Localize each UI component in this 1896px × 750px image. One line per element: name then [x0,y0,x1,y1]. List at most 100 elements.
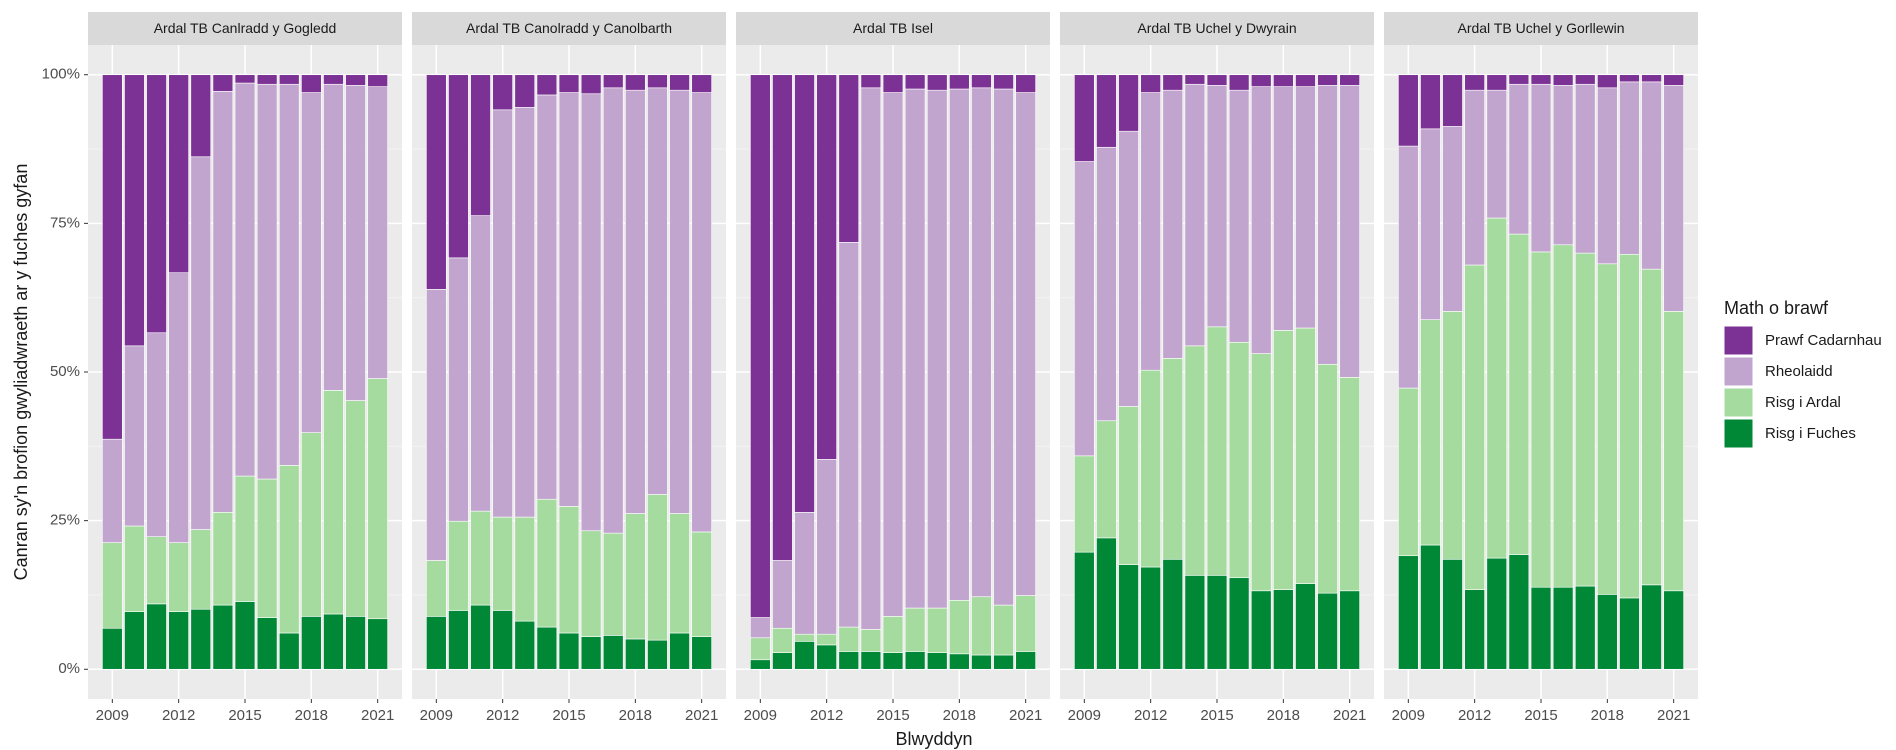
bar-segment [1398,145,1419,389]
bar-segment [1162,358,1184,560]
bar-segment [1162,558,1184,670]
bar-segment [1552,85,1574,246]
bar-segment [146,536,167,605]
bar-segment [971,87,992,598]
legend-label: Rheolaidd [1765,363,1833,380]
bar-segment [1663,311,1684,592]
panel-title: Ardal TB Uchel y Dwyrain [1137,20,1296,36]
bar-segment [750,617,771,639]
bar-segment [1641,584,1662,670]
bar-segment [750,74,771,618]
bar-segment [949,88,970,601]
bar-segment [256,478,278,618]
bar-segment [1317,592,1338,670]
bar-segment [190,156,212,530]
bar-segment [1074,455,1095,553]
bar-segment [234,74,256,84]
x-tick-label: 2021 [1333,707,1366,724]
bar-segment [514,74,536,108]
bar-segment [102,438,123,543]
bar-segment [1295,86,1316,329]
bar-segment [1015,74,1036,93]
bar-segment [1663,74,1684,86]
x-tick-label: 2018 [1267,707,1300,724]
bar-segment [580,530,602,637]
bar-segment [750,659,771,670]
bar-segment [1619,597,1640,670]
bar-segment [1273,589,1294,670]
x-tick-label: 2018 [943,707,976,724]
bar-segment [838,74,860,243]
bar-segment [625,638,646,670]
bar-segment [1295,74,1316,87]
bar-segment [1140,566,1161,670]
bar-segment [492,516,513,611]
bar-segment [367,86,388,379]
bar-segment [816,633,837,646]
bar-segment [816,644,837,670]
bar-segment [1250,74,1272,87]
bar-segment [1552,244,1574,588]
bar-segment [1339,85,1360,378]
bar-segment [426,74,447,290]
bar-segment [794,641,815,670]
bar-segment [470,604,491,670]
bar-segment [580,636,602,670]
bar-segment [536,626,558,670]
bar-segment [1184,74,1206,85]
bar-segment [860,87,882,630]
x-tick-label: 2021 [685,707,718,724]
bar-segment [1530,251,1552,588]
bar-segment [190,74,212,158]
bar-segment [1420,544,1441,670]
bar-segment [949,74,970,90]
x-tick-label: 2009 [420,707,453,724]
bar-segment [323,390,344,615]
bar-segment [860,74,882,89]
bar-segment [625,74,646,91]
bar-segment [1206,326,1228,576]
bar-segment [772,627,793,653]
bar-segment [536,94,558,500]
bar-segment [625,513,646,640]
bar-segment [1486,217,1508,559]
legend-swatch [1723,387,1754,418]
bar-segment [470,215,491,512]
bar-segment [1663,590,1684,670]
bar-segment [1552,586,1574,670]
bar-segment [1118,130,1139,407]
bar-segment [146,332,167,537]
bar-segment [345,616,366,670]
bar-segment [1619,253,1640,599]
bar-segment [558,92,580,507]
bar-segment [1442,74,1463,127]
bar-segment [536,74,558,96]
bar-segment [1317,74,1338,86]
bar-segment [278,83,300,466]
bar-segment [794,512,815,635]
bar-segment [102,542,123,629]
bar-segment [882,74,904,93]
legend-swatch [1723,356,1754,387]
bar-segment [470,74,491,216]
strip [1060,12,1374,45]
bar-segment [278,632,300,670]
bar-segment [949,600,970,655]
bar-segment [1250,86,1272,354]
x-tick-label: 2015 [552,707,585,724]
bar-segment [146,603,167,670]
x-tick-label: 2009 [1392,707,1425,724]
bar-segment [448,520,469,611]
legend-label: Risg i Ardal [1765,394,1841,411]
x-tick-label: 2021 [361,707,394,724]
bar-segment [1530,586,1552,670]
bar-segment [647,494,668,641]
bar-segment [448,610,469,670]
bar-segment [1250,353,1272,592]
bar-segment [1140,74,1161,93]
bar-segment [926,89,948,609]
bar-segment [1096,74,1117,148]
bar-segment [124,525,145,612]
bar-segment [669,89,690,514]
bar-segment [323,74,344,85]
